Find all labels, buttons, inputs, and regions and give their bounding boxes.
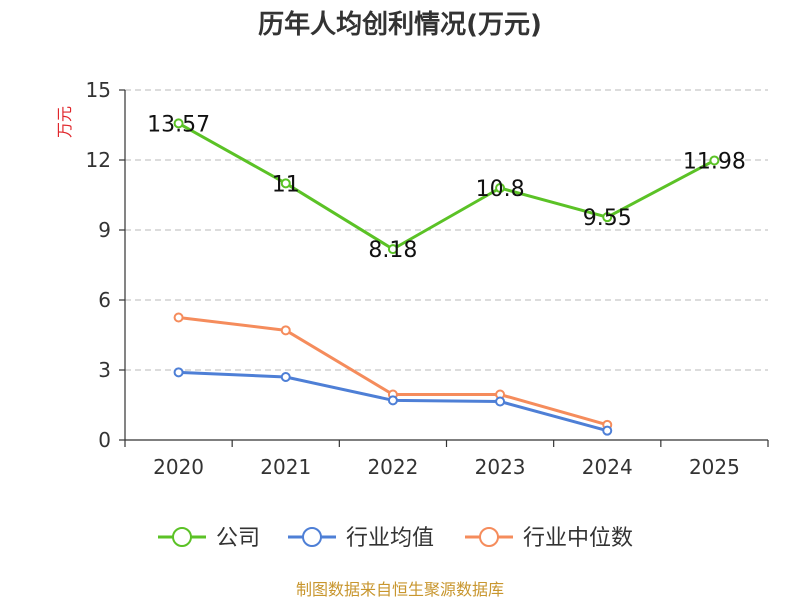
legend-item-2[interactable]: 行业中位数 [465, 526, 633, 551]
legend[interactable]: 公司 行业均值 行业中位数 [158, 526, 633, 551]
data-point [173, 367, 184, 378]
y-tick-label: 9 [98, 218, 111, 242]
legend-label: 公司 [216, 526, 260, 551]
data-point [495, 396, 506, 407]
data-point [602, 212, 613, 223]
data-point [280, 325, 291, 336]
data-label: 9.55 [583, 206, 632, 231]
legend-label: 行业中位数 [523, 526, 633, 551]
data-point [280, 178, 291, 189]
data-point [173, 312, 184, 323]
x-tick-label: 2022 [367, 455, 418, 479]
data-label: 13.57 [147, 112, 210, 137]
x-tick-label: 2021 [260, 455, 311, 479]
y-axis-label: 万元 [55, 106, 74, 138]
data-label: 11.98 [683, 149, 746, 174]
axes: 0 3 6 9 12 15 2020 2021 2022 2023 2024 2025 [86, 78, 769, 479]
gridlines [125, 89, 768, 371]
y-tick-label: 6 [98, 288, 111, 312]
legend-label: 行业均值 [346, 526, 434, 551]
x-tick-label: 2024 [582, 455, 633, 479]
data-point [387, 395, 398, 406]
legend-marker [479, 527, 499, 547]
data-point [495, 183, 506, 193]
series-line-0 [177, 122, 716, 251]
x-tick-label: 2020 [153, 455, 204, 479]
x-tick-label: 2023 [475, 455, 526, 479]
y-tick-label: 15 [86, 78, 111, 102]
data-point [709, 155, 720, 166]
data-label: 11 [272, 172, 300, 197]
legend-marker [172, 527, 192, 547]
chart-title: 历年人均创利情况(万元) [258, 9, 542, 40]
legend-item-0[interactable]: 公司 [158, 526, 260, 551]
data-label: 8.18 [368, 238, 417, 263]
series-group [173, 118, 720, 436]
y-tick-label: 3 [98, 358, 111, 382]
legend-item-1[interactable]: 行业均值 [288, 526, 434, 551]
data-point [280, 372, 291, 382]
data-labels: 13.57 11 8.18 10.8 9.55 11.98 [147, 112, 746, 263]
data-point [602, 425, 613, 436]
data-point [173, 118, 184, 129]
data-point [387, 244, 398, 255]
y-tick-label: 0 [98, 428, 111, 452]
legend-marker [302, 527, 322, 547]
series-line-2 [178, 316, 608, 427]
y-tick-label: 12 [86, 148, 111, 172]
x-tick-label: 2025 [689, 455, 740, 479]
data-label: 10.8 [476, 177, 525, 202]
source-note: 制图数据来自恒生聚源数据库 [296, 580, 504, 599]
